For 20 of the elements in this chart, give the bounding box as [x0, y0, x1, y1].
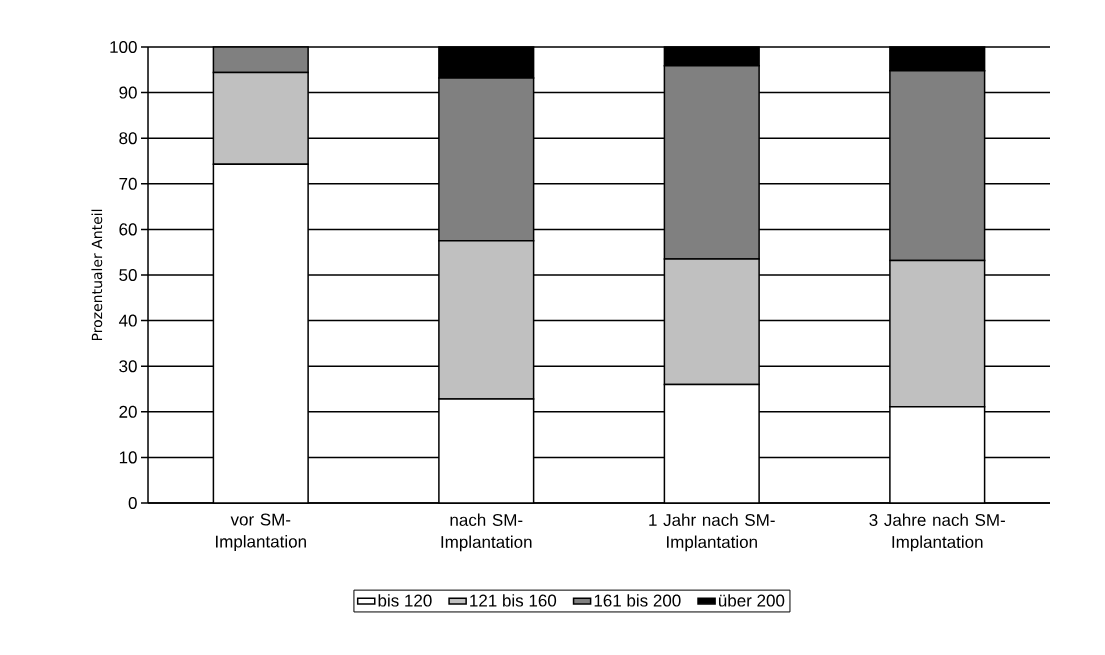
y-axis-title: Prozentualer Anteil [91, 209, 103, 341]
y-tick-label: 10 [119, 451, 137, 464]
x-tick-label: vor SM-Implantation [216, 513, 306, 551]
x-tick-label: nach SM-Implantation [441, 513, 532, 552]
y-tick-label: 40 [118, 314, 137, 327]
y-tick-label: 30 [119, 360, 137, 373]
legend-label: über 200 [718, 594, 785, 607]
legend-label: 121 bis 160 [470, 594, 557, 607]
y-tick-label: 20 [119, 405, 137, 418]
y-tick-label: 100 [110, 40, 137, 54]
y-tick-label: 70 [119, 177, 137, 190]
y-tick-label: 50 [119, 268, 137, 282]
y-tick-label: 80 [119, 132, 137, 145]
x-tick-label: 3 Jahre nach SM-Implantation [869, 513, 1005, 552]
legend-label: bis 120 [378, 594, 432, 607]
x-tick-label: 1 Jahr nach SM-Implantation [649, 513, 775, 552]
y-tick-label: 90 [119, 86, 137, 99]
legend-label: 161 bis 200 [594, 594, 681, 607]
y-tick-label: 60 [119, 223, 137, 236]
y-tick-label: 0 [128, 496, 137, 510]
